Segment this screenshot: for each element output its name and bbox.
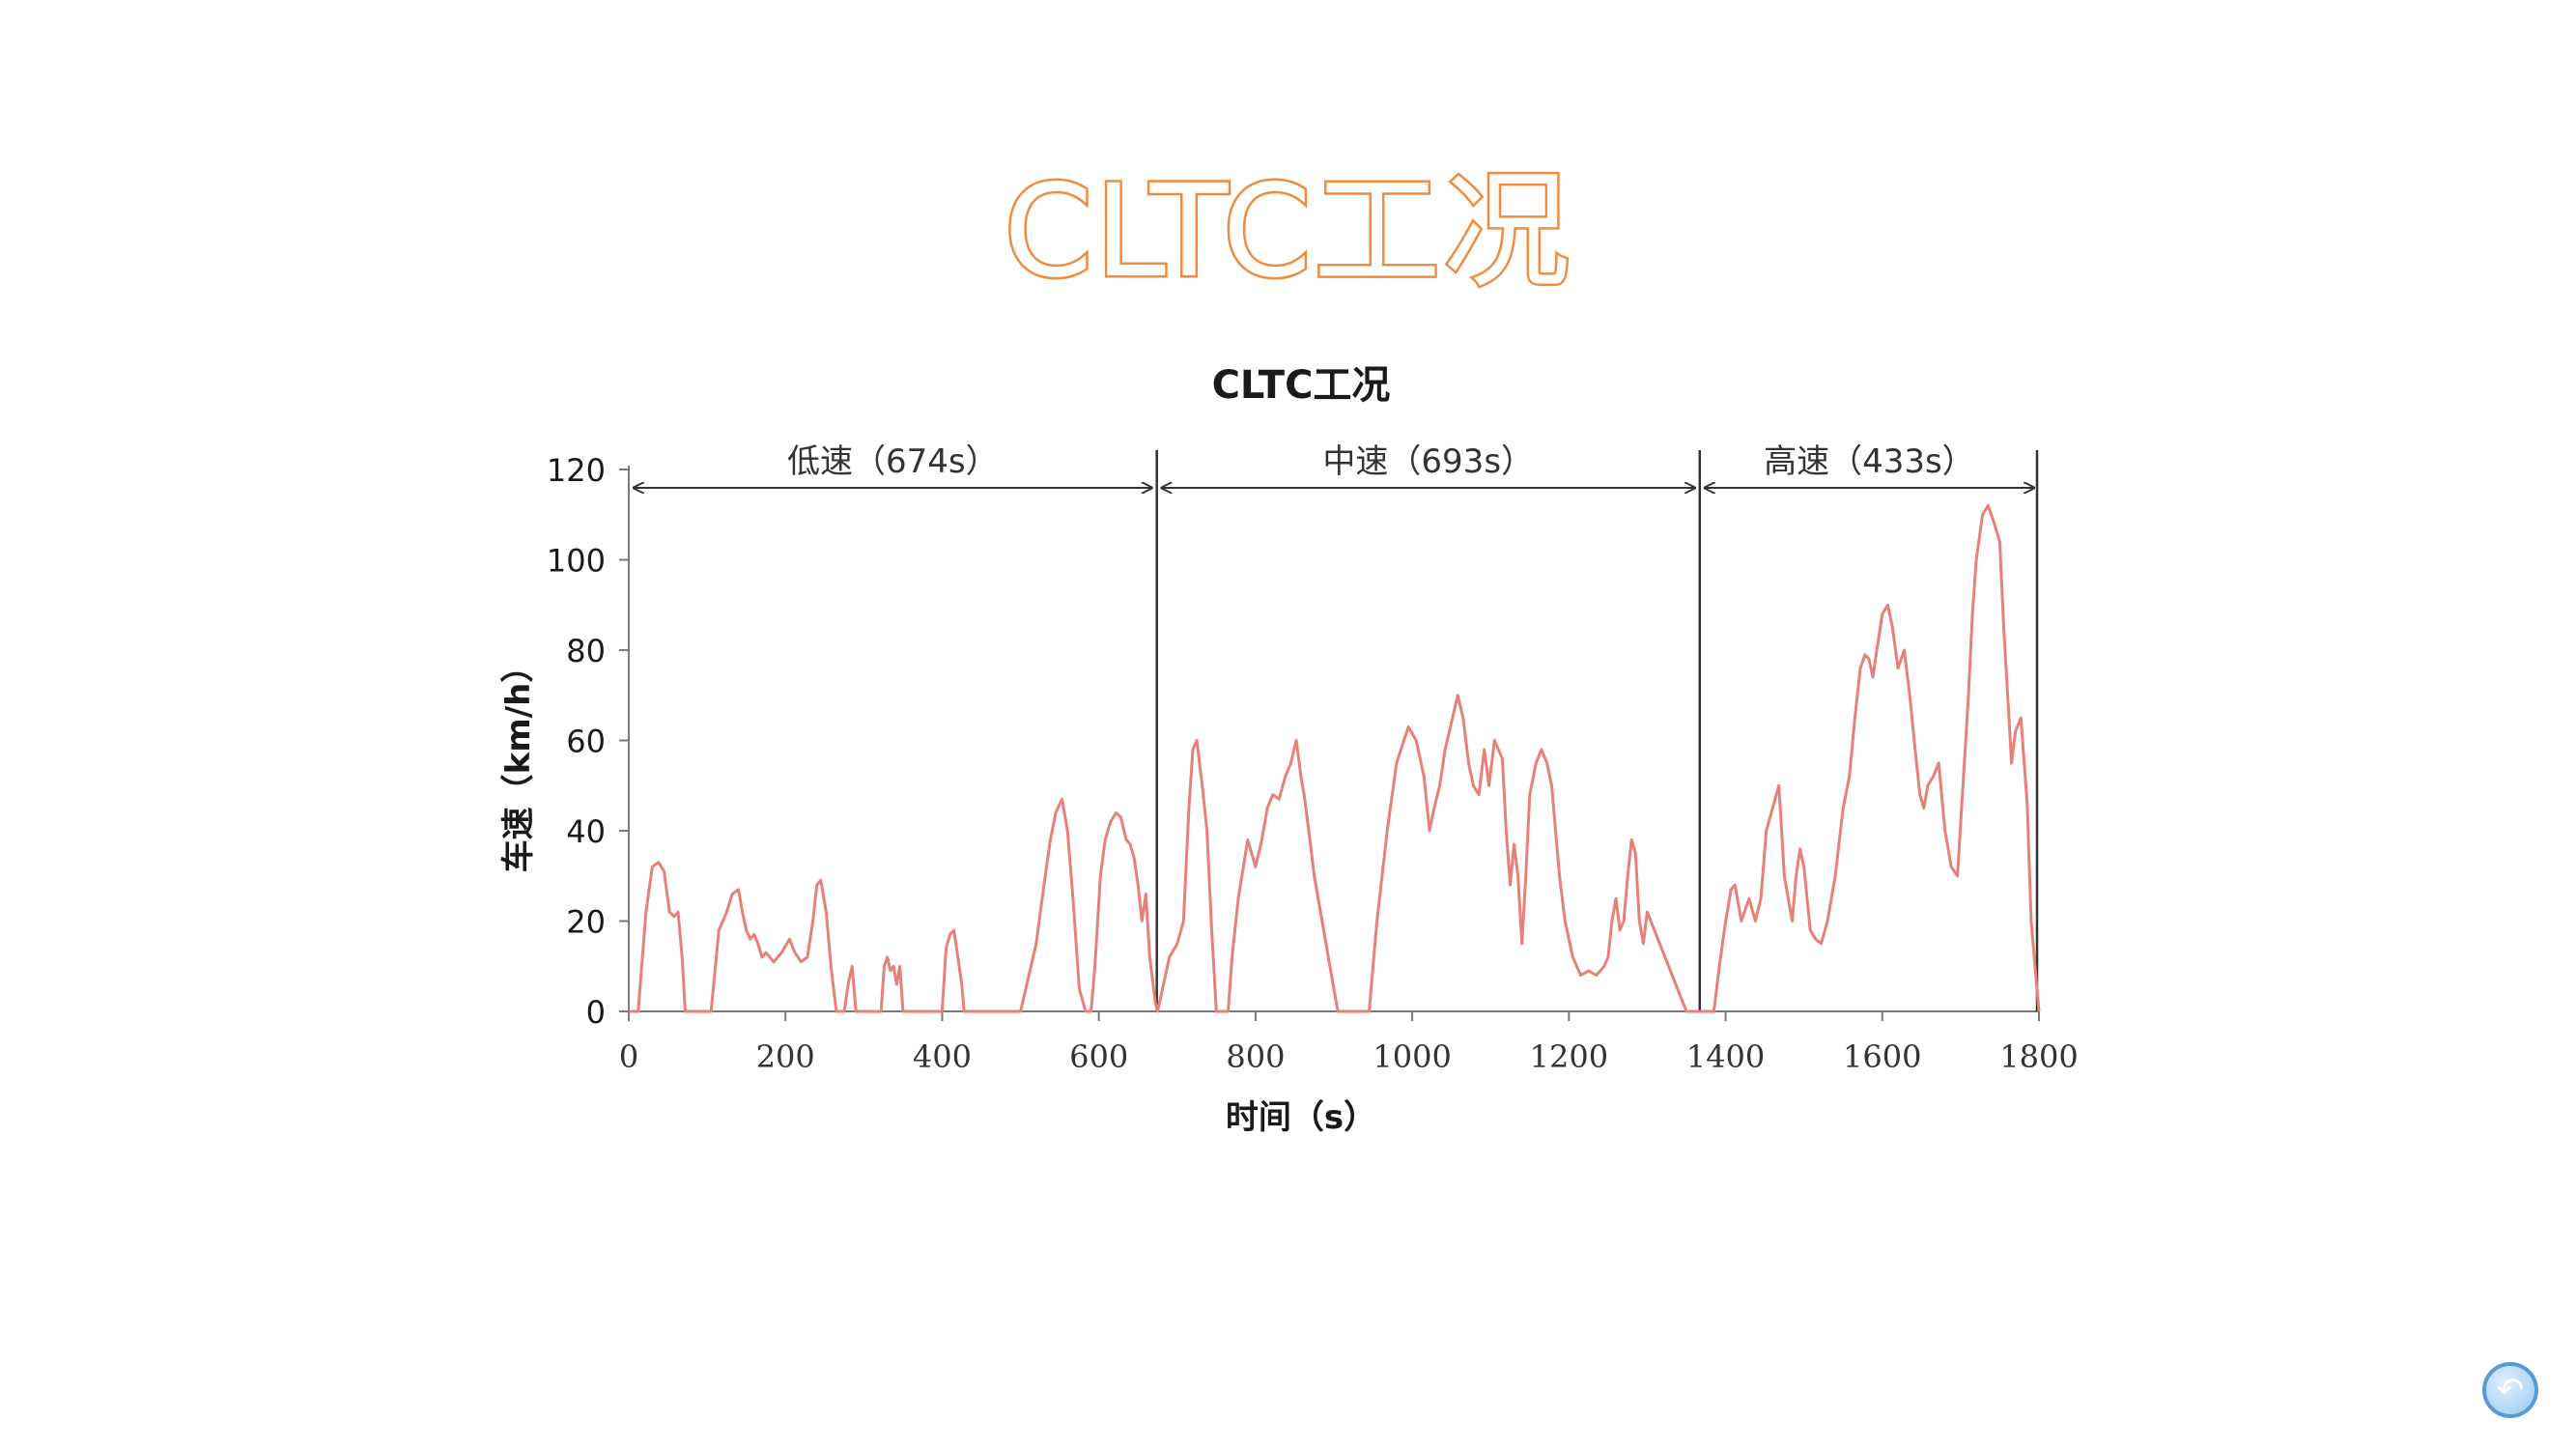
x-tick-label: 1800 <box>1999 1038 2078 1075</box>
phase-label: 低速（674s） <box>787 442 999 481</box>
x-tick-label: 200 <box>756 1038 815 1075</box>
phase-markers: 低速（674s） 中速（693s） 高速（433s） <box>633 442 2039 1011</box>
x-tick-label: 0 <box>619 1038 638 1075</box>
back-button[interactable]: ↶ <box>2482 1362 2538 1418</box>
slide-title: CLTC工况 <box>1002 156 1573 309</box>
x-tick-label: 1600 <box>1843 1038 1921 1075</box>
x-tick-label: 1200 <box>1530 1038 1608 1075</box>
phase-label: 中速（693s） <box>1322 442 1534 481</box>
y-tick-label: 60 <box>566 724 606 760</box>
y-tick-label: 100 <box>547 543 606 580</box>
y-tick-label: 120 <box>547 452 606 489</box>
series-line-speed <box>629 503 2041 1013</box>
y-tick-label: 40 <box>566 813 606 850</box>
x-tick-label: 600 <box>1069 1038 1128 1075</box>
y-tick-label: 80 <box>566 633 606 669</box>
y-axis-label: 车速（km/h） <box>499 650 538 873</box>
x-axis-label: 时间（s） <box>1226 1098 1376 1137</box>
y-tick-label: 20 <box>566 904 606 941</box>
axes <box>628 466 2039 1012</box>
x-tick-label: 1000 <box>1373 1038 1451 1075</box>
x-tick-label: 1400 <box>1686 1038 1765 1075</box>
x-tick-label: 400 <box>913 1038 972 1075</box>
undo-arrow-icon: ↶ <box>2496 1371 2525 1409</box>
phase-label: 高速（433s） <box>1764 442 1975 481</box>
chart-title: CLTC工况 <box>1212 363 1391 408</box>
x-tick-label: 800 <box>1226 1038 1285 1075</box>
y-tick-label: 0 <box>586 994 606 1031</box>
